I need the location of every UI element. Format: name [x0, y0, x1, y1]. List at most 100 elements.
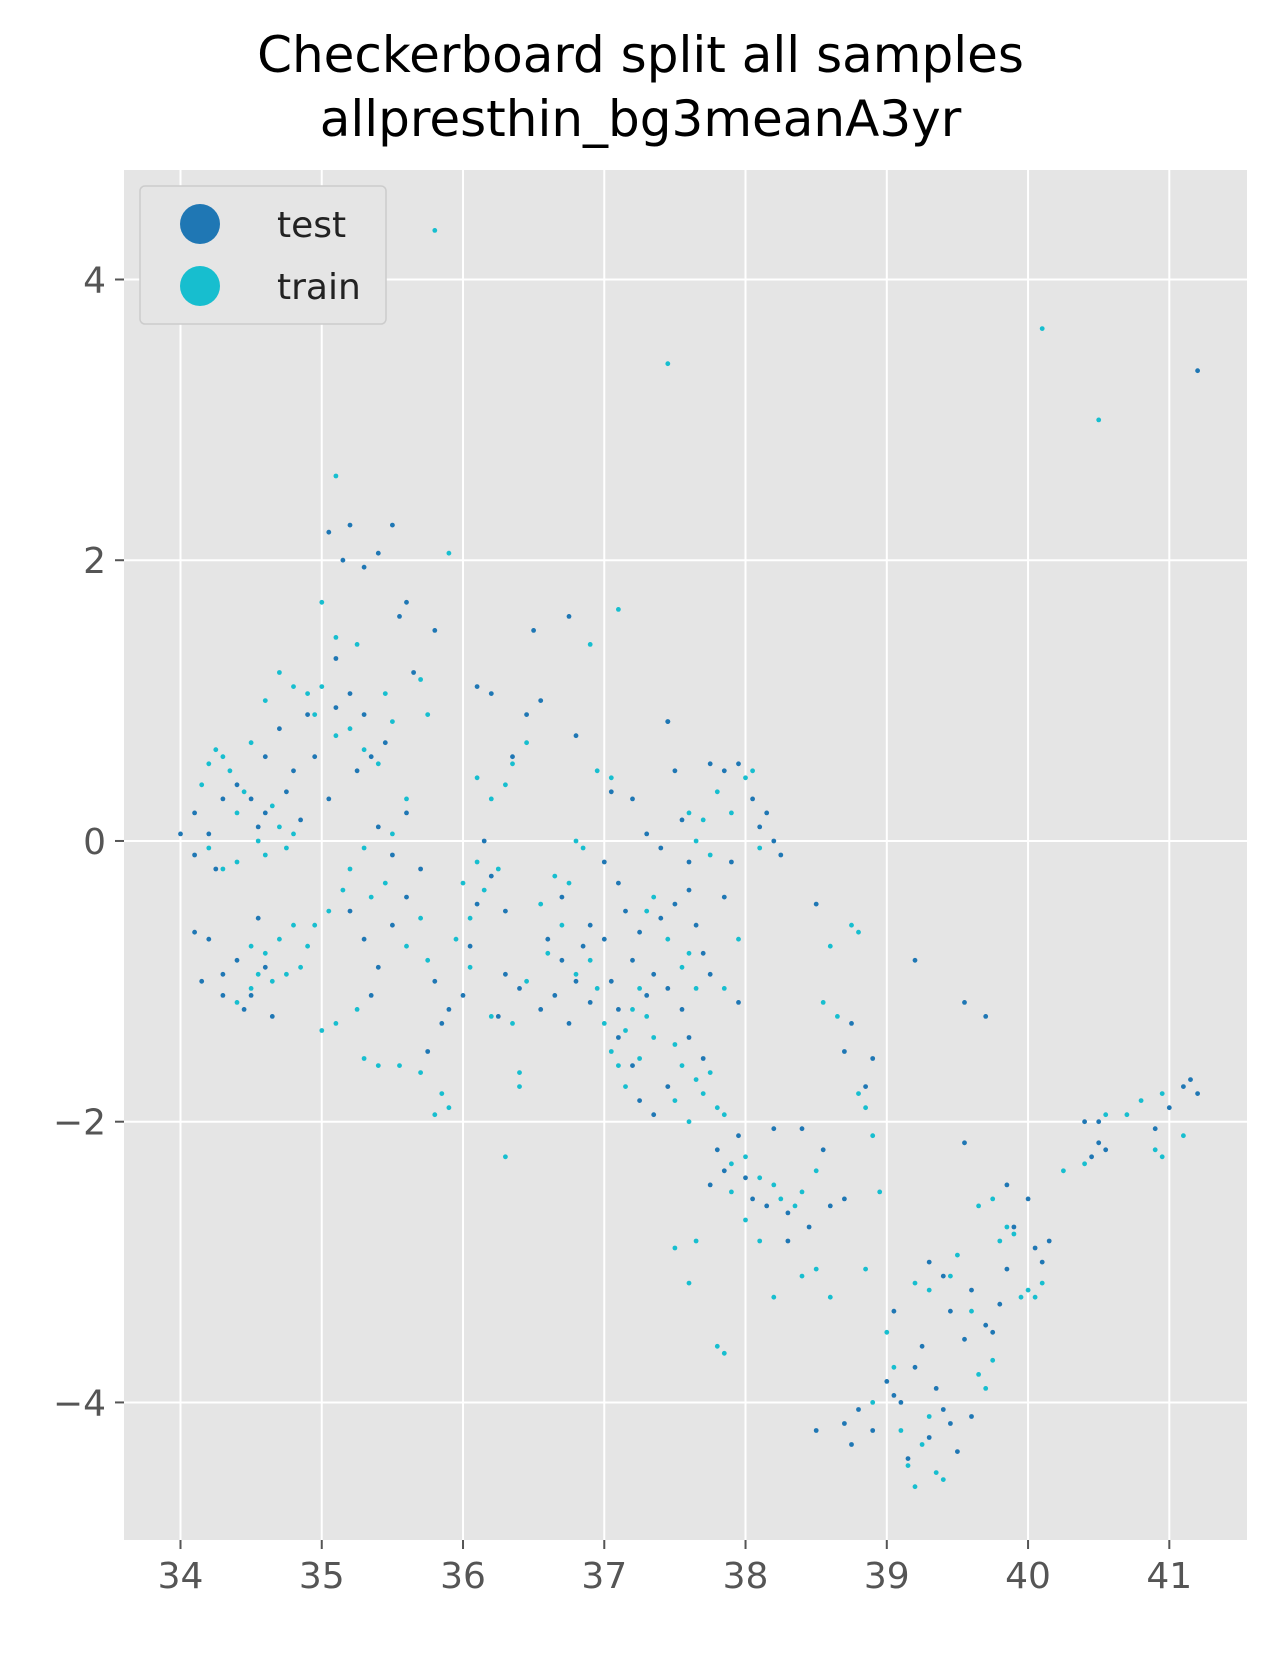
point-test: [354, 768, 360, 774]
point-test: [679, 817, 685, 823]
point-train: [340, 887, 346, 893]
point-test: [721, 768, 727, 774]
point-test: [495, 1014, 501, 1019]
point-train: [912, 1484, 918, 1490]
point-train: [1004, 1224, 1010, 1230]
point-train: [651, 894, 657, 900]
point-train: [234, 859, 240, 865]
x-tick-label: 37: [581, 1556, 627, 1597]
point-train: [241, 789, 247, 795]
point-test: [997, 1301, 1003, 1307]
point-train: [1039, 326, 1045, 331]
point-test: [178, 831, 183, 837]
point-test: [707, 1182, 713, 1188]
point-train: [757, 1175, 763, 1181]
point-test: [566, 614, 572, 619]
point-test: [693, 922, 699, 928]
point-train: [700, 817, 706, 823]
point-test: [255, 915, 261, 921]
point-test: [672, 901, 678, 907]
point-train: [721, 1350, 727, 1356]
point-train: [771, 1294, 777, 1300]
point-test: [305, 712, 310, 717]
point-train: [517, 1070, 522, 1075]
point-train: [1025, 1287, 1031, 1293]
point-train: [820, 1000, 826, 1005]
point-train: [672, 1098, 678, 1103]
point-test: [785, 1238, 791, 1244]
point-train: [644, 1014, 650, 1019]
point-train: [792, 1203, 798, 1209]
point-test: [390, 522, 395, 528]
point-train: [545, 950, 551, 956]
point-train: [559, 922, 565, 928]
point-test: [707, 761, 713, 767]
point-train: [298, 964, 303, 970]
point-test: [637, 929, 642, 935]
point-train: [707, 1070, 713, 1075]
point-test: [587, 1000, 593, 1005]
point-test: [552, 993, 558, 998]
point-train: [319, 599, 325, 605]
point-train: [390, 831, 395, 837]
point-train: [672, 1245, 678, 1251]
point-train: [425, 712, 431, 717]
point-test: [658, 915, 664, 921]
point-train: [418, 1070, 423, 1075]
point-train: [248, 943, 254, 949]
point-train: [269, 803, 275, 809]
point-train: [361, 845, 367, 851]
point-test: [721, 1168, 727, 1174]
point-test: [983, 1014, 989, 1019]
legend-marker-test: [180, 204, 220, 244]
point-train: [601, 1021, 607, 1026]
point-train: [665, 361, 671, 367]
point-test: [206, 936, 212, 942]
point-train: [382, 691, 388, 696]
point-train: [390, 719, 395, 724]
point-test: [764, 810, 770, 816]
point-train: [375, 761, 381, 767]
point-test: [630, 957, 635, 963]
point-train: [375, 1063, 381, 1068]
point-test: [898, 1400, 904, 1405]
point-train: [672, 1042, 678, 1047]
point-train: [616, 1063, 621, 1068]
point-train: [729, 1189, 734, 1195]
point-test: [368, 754, 374, 760]
point-test: [510, 754, 515, 760]
point-test: [277, 726, 282, 732]
point-test: [397, 614, 402, 619]
point-train: [637, 986, 642, 991]
point-test: [630, 1063, 635, 1068]
point-train: [333, 473, 339, 479]
point-test: [827, 1203, 833, 1209]
point-test: [375, 964, 381, 970]
point-train: [199, 782, 205, 788]
point-test: [764, 1203, 770, 1209]
point-test: [905, 1456, 911, 1461]
point-train: [326, 908, 332, 914]
point-train: [488, 1014, 494, 1019]
point-train: [990, 1357, 996, 1363]
point-train: [291, 684, 296, 689]
point-test: [919, 1343, 925, 1349]
point-train: [262, 950, 268, 956]
chart-title-line-1: Checkerboard split all samples: [257, 26, 1024, 84]
point-train: [990, 1196, 996, 1202]
point-train: [644, 908, 650, 914]
point-test: [948, 1421, 953, 1426]
point-test: [750, 796, 755, 802]
point-test: [962, 1140, 967, 1146]
point-train: [757, 1238, 763, 1244]
point-test: [503, 971, 508, 977]
point-test: [248, 796, 254, 802]
point-test: [241, 1007, 247, 1012]
point-test: [368, 993, 374, 998]
point-test: [404, 894, 409, 900]
point-train: [743, 1217, 748, 1223]
point-train: [538, 901, 544, 907]
point-test: [404, 599, 409, 605]
point-train: [305, 691, 310, 696]
point-test: [757, 824, 763, 830]
